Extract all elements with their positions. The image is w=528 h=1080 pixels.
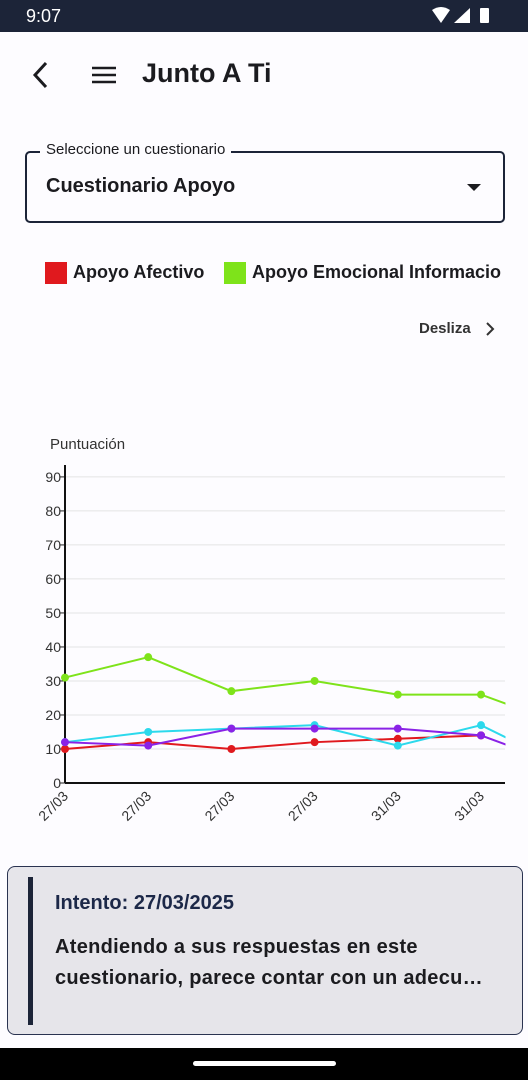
status-icons — [432, 7, 489, 23]
dropdown-label: Seleccione un cuestionario — [40, 141, 232, 158]
nav-bar — [0, 1048, 528, 1080]
y-tick-label: 20 — [45, 707, 61, 723]
app-title: Junto A Ti — [142, 58, 272, 88]
card-accent — [28, 877, 33, 1025]
data-point — [227, 687, 236, 696]
back-button[interactable] — [32, 61, 48, 89]
card-text: Atendiendo a sus respuestas en este cues… — [55, 936, 483, 989]
x-tick-label: 27/03 — [118, 788, 154, 824]
y-tick-label: 80 — [45, 503, 61, 519]
series-line — [64, 734, 482, 750]
y-axis-title: Puntuación — [50, 436, 125, 453]
data-point — [61, 673, 69, 682]
data-point — [227, 744, 236, 753]
data-point — [393, 724, 402, 733]
result-card — [7, 866, 523, 1035]
y-tick-label: 10 — [45, 741, 61, 757]
data-point — [61, 744, 69, 753]
clock: 9:07 — [26, 6, 62, 26]
data-point — [477, 690, 485, 699]
x-tick-label: 31/03 — [451, 788, 487, 824]
data-point — [393, 690, 402, 699]
x-tick-label: 31/03 — [368, 788, 404, 824]
legend-swatch — [224, 262, 246, 284]
x-tick-label: 27/03 — [35, 788, 71, 824]
data-point — [144, 727, 153, 736]
dropdown-arrow — [467, 184, 481, 191]
data-point — [144, 741, 153, 750]
home-indicator — [193, 1061, 336, 1066]
card-title: Intento: 27/03/2025 — [55, 892, 234, 914]
chevron — [486, 322, 495, 336]
data-point — [227, 724, 236, 733]
y-tick-label: 90 — [45, 469, 61, 485]
x-tick-label: 27/03 — [285, 788, 321, 824]
legend-label: Apoyo Emocional Informacio — [252, 262, 502, 282]
dropdown[interactable] — [25, 151, 505, 223]
data-point — [310, 676, 319, 685]
y-tick-label: 60 — [45, 571, 61, 587]
data-point — [61, 738, 69, 747]
y-tick-label: 70 — [45, 537, 61, 553]
y-tick-label: 0 — [53, 775, 61, 791]
data-point — [477, 721, 485, 730]
app-bar-icons — [32, 61, 116, 89]
y-tick-label: 50 — [45, 605, 61, 621]
status-bar: 9:07 — [0, 0, 528, 32]
y-tick-label: 40 — [45, 639, 61, 655]
data-point — [310, 738, 319, 747]
data-point — [393, 741, 402, 750]
legend-label: Apoyo Afectivo — [73, 262, 205, 282]
legend-swatch — [45, 262, 67, 284]
scroll-hint[interactable]: Desliza — [419, 320, 471, 337]
data-point — [393, 734, 402, 743]
x-tick-label: 27/03 — [201, 788, 237, 824]
menu-button[interactable] — [92, 66, 116, 84]
data-point — [144, 653, 153, 662]
data-point — [310, 724, 319, 733]
dropdown-value: Cuestionario Apoyo — [46, 175, 236, 197]
data-point — [477, 731, 485, 740]
y-tick-label: 30 — [45, 673, 61, 689]
chart: Puntuación 0 10 20 30 40 50 60 70 80 90 27/03 27/03… — [35, 436, 506, 824]
